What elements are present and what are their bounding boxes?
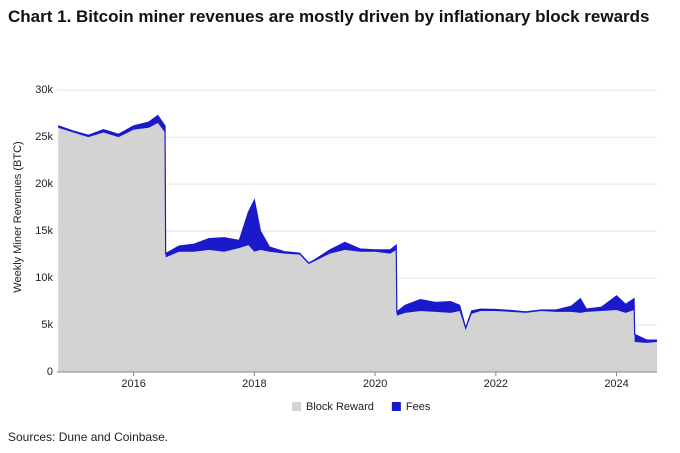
chart-title: Chart 1. Bitcoin miner revenues are most… <box>8 7 650 26</box>
y-axis-label: Weekly Miner Revenues (BTC) <box>12 141 24 292</box>
legend-label: Fees <box>406 401 431 413</box>
x-tick-label: 2018 <box>242 378 266 390</box>
y-tick-label: 15k <box>35 225 53 237</box>
legend-label: Block Reward <box>306 401 374 413</box>
x-tick-label: 2016 <box>121 378 145 390</box>
y-tick-label: 0 <box>47 366 53 378</box>
series-line <box>58 114 657 341</box>
legend-swatch <box>391 402 401 411</box>
source-note: Sources: Dune and Coinbase. <box>8 430 169 444</box>
area-fill <box>58 123 657 372</box>
y-tick-label: 20k <box>35 178 53 190</box>
y-tick-label: 30k <box>35 84 53 96</box>
y-tick-label: 10k <box>35 272 53 284</box>
y-tick-label: 25k <box>35 131 53 143</box>
y-tick-label: 5k <box>41 319 53 331</box>
x-tick-label: 2020 <box>363 378 387 390</box>
x-tick-label: 2022 <box>484 378 508 390</box>
legend-swatch <box>292 402 301 411</box>
x-tick-label: 2024 <box>604 378 628 390</box>
